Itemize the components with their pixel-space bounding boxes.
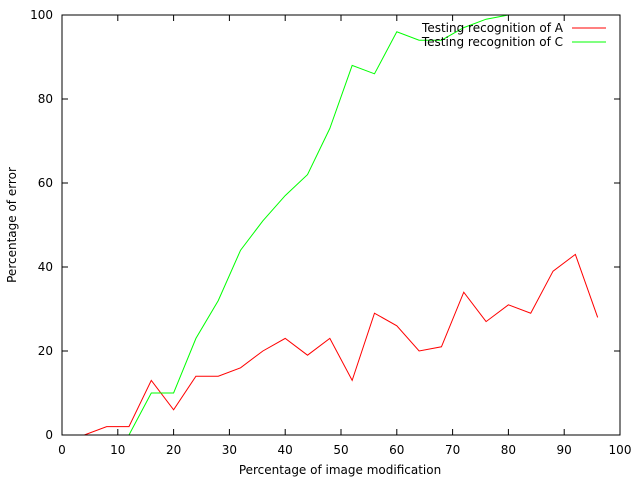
y-tick-label-5: 100: [30, 8, 53, 22]
series-line-1: [62, 253, 599, 436]
x-tick-label-0: 0: [58, 443, 66, 457]
x-tick-label-10: 100: [609, 443, 632, 457]
y-axis-label: Percentage of error: [5, 167, 19, 283]
axis-ticks: [61, 14, 621, 436]
y-tick-label-3: 60: [38, 176, 53, 190]
series-line-2: [62, 14, 598, 436]
x-tick-label-3: 30: [222, 443, 237, 457]
legend-label-2: Testing recognition of C: [421, 35, 563, 49]
x-tick-label-7: 70: [445, 443, 460, 457]
x-tick-label-5: 50: [333, 443, 348, 457]
plot-frame: [61, 14, 621, 436]
x-tick-label-8: 80: [501, 443, 516, 457]
x-axis-label: Percentage of image modification: [239, 463, 441, 477]
y-tick-label-0: 0: [45, 428, 53, 442]
y-tick-label-2: 40: [38, 260, 53, 274]
legend-label-1: Testing recognition of A: [421, 21, 564, 35]
tick-labels: 0 10 20 30 40 50 60 70 80 90 100 0 20 40 60 80 100: [30, 8, 631, 457]
x-tick-label-2: 20: [166, 443, 181, 457]
x-tick-label-6: 60: [389, 443, 404, 457]
x-tick-label-9: 90: [557, 443, 572, 457]
y-tick-label-4: 80: [38, 92, 53, 106]
y-tick-label-1: 20: [38, 344, 53, 358]
x-tick-label-1: 10: [110, 443, 125, 457]
x-tick-label-4: 40: [278, 443, 293, 457]
series-lines: [62, 14, 599, 436]
